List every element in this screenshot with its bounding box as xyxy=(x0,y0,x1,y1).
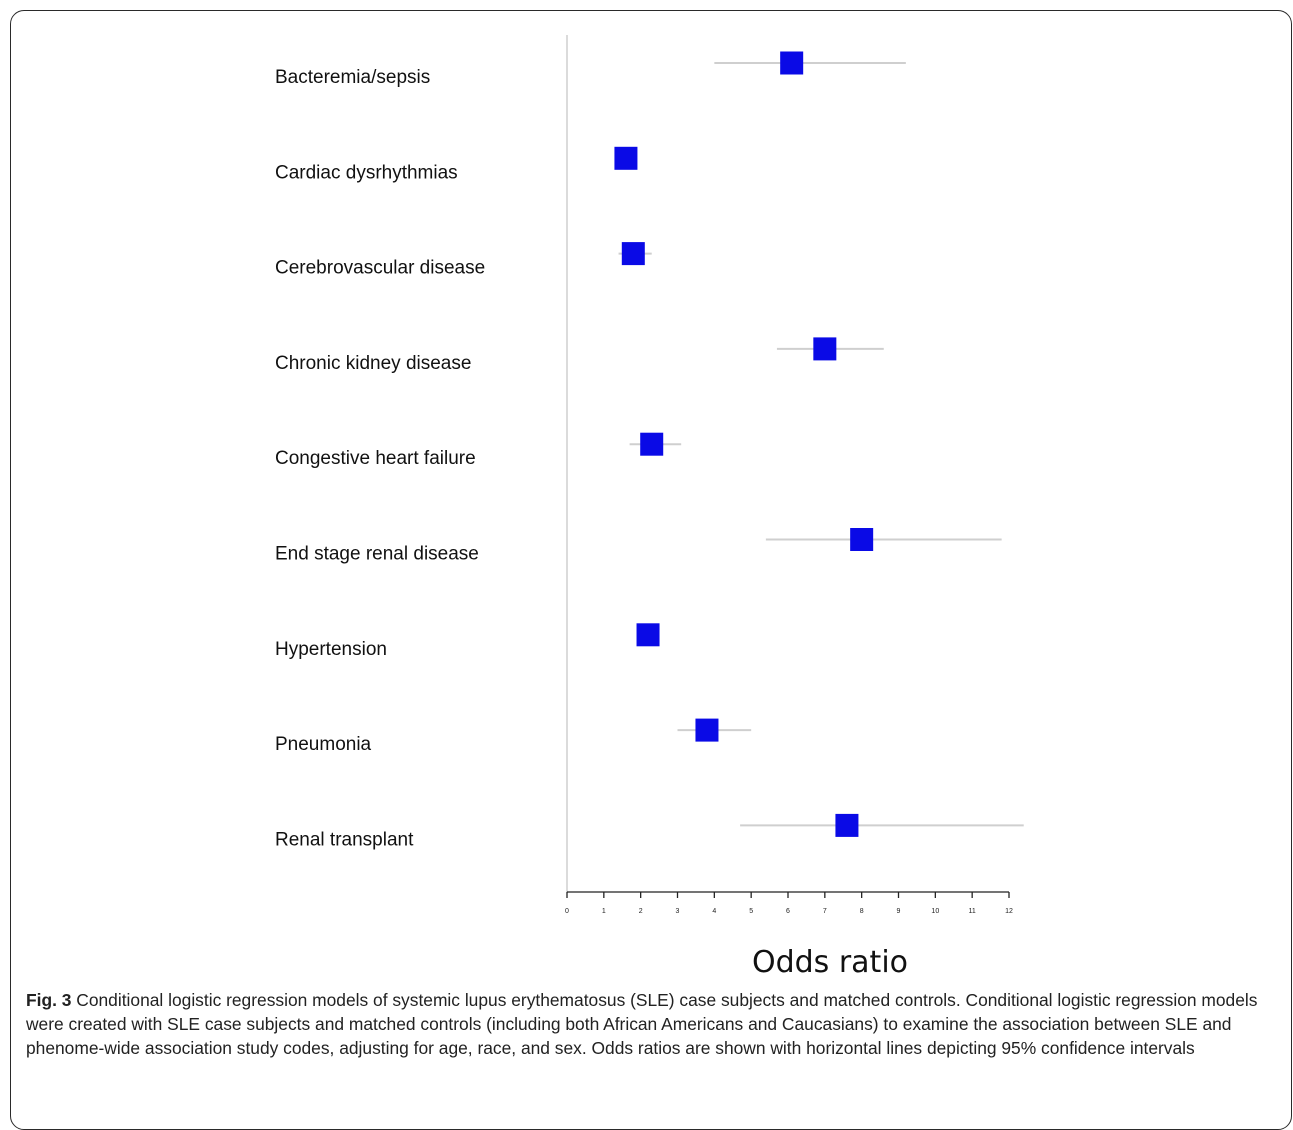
odds-ratio-marker xyxy=(621,242,645,266)
row-label: Pneumonia xyxy=(275,734,372,755)
odds-ratio-marker xyxy=(614,146,638,170)
odds-ratio-marker xyxy=(780,51,804,75)
figure-caption-label: Fig. 3 xyxy=(26,990,72,1010)
x-axis-title: Odds ratio xyxy=(752,945,908,980)
x-tick-label: 5 xyxy=(749,908,753,915)
forest-rows: Bacteremia/sepsis Cardiac dysrhythmias Cer… xyxy=(275,51,1024,850)
odds-ratio-marker xyxy=(640,432,664,456)
row-label: Hypertension xyxy=(275,639,387,660)
x-tick-label: 8 xyxy=(860,908,864,915)
x-tick-label: 6 xyxy=(786,908,790,915)
row-label: Congestive heart failure xyxy=(275,448,476,469)
x-tick-label: 7 xyxy=(823,908,827,915)
x-tick-label: 1 xyxy=(602,908,606,915)
row-label: Cardiac dysrhythmias xyxy=(275,162,458,183)
row-label: Chronic kidney disease xyxy=(275,353,471,374)
forest-plot: Bacteremia/sepsis Cardiac dysrhythmias Cer… xyxy=(275,35,1024,980)
row-label: Renal transplant xyxy=(275,829,414,850)
x-tick-label: 11 xyxy=(969,908,976,915)
x-tick-label: 9 xyxy=(897,908,901,915)
x-tick-label: 12 xyxy=(1005,908,1013,915)
odds-ratio-marker xyxy=(850,528,874,551)
row-label: End stage renal disease xyxy=(275,544,479,565)
x-tick-label: 2 xyxy=(639,908,643,915)
x-tick-label: 0 xyxy=(565,908,569,915)
odds-ratio-marker xyxy=(636,623,660,647)
x-tick-label: 4 xyxy=(712,908,716,915)
row-label: Bacteremia/sepsis xyxy=(275,67,430,88)
odds-ratio-marker xyxy=(835,813,859,837)
figure-caption-text: Conditional logistic regression models o… xyxy=(26,990,1258,1058)
figure-caption: Fig. 3 Conditional logistic regression m… xyxy=(26,988,1281,1060)
x-axis: 0 1 2 3 4 5 6 7 8 9 10 11 12 xyxy=(565,35,1013,915)
x-tick-label: 10 xyxy=(931,908,939,915)
row-label: Cerebrovascular disease xyxy=(275,258,485,279)
odds-ratio-marker xyxy=(813,337,837,361)
odds-ratio-marker xyxy=(695,718,719,742)
x-tick-label: 3 xyxy=(676,908,680,915)
